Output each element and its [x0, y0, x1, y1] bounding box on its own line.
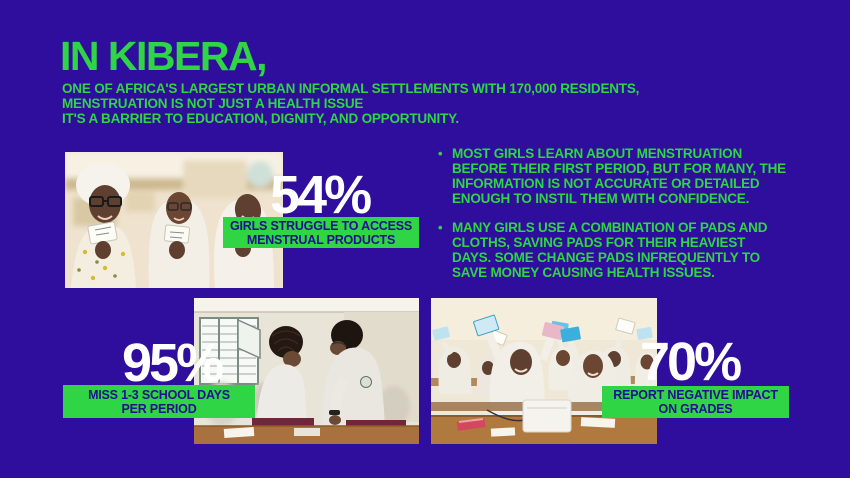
- stat-label-line: MENSTRUAL PRODUCTS: [246, 232, 396, 247]
- photo-girls-holding-cards-illustration: [65, 152, 283, 288]
- photo-classroom-booklets: [431, 298, 657, 444]
- stat-label-grades: REPORT NEGATIVE IMPACT ON GRADES: [602, 386, 789, 418]
- stat-value-access: 54%: [270, 165, 372, 225]
- stat-value-grades: 70%: [640, 332, 742, 392]
- page-title: IN KIBERA,: [60, 33, 267, 79]
- subtitle: ONE OF AFRICA'S LARGEST URBAN INFORMAL S…: [62, 81, 639, 126]
- stat-label-line: GIRLS STRUGGLE TO ACCESS: [229, 218, 413, 233]
- stat-label-missed-days: MISS 1-3 SCHOOL DAYS PER PERIOD: [63, 385, 255, 418]
- list-item: • MANY GIRLS USE A COMBINATION OF PADS A…: [438, 220, 826, 280]
- subtitle-line: IT'S A BARRIER TO EDUCATION, DIGNITY, AN…: [62, 111, 459, 126]
- bullet-text: MANY GIRLS USE A COMBINATION OF PADS AND…: [452, 220, 768, 280]
- bullet-text: MOST GIRLS LEARN ABOUT MENSTRUATION BEFO…: [452, 146, 786, 206]
- stat-label-line: MISS 1-3 SCHOOL DAYS: [88, 387, 230, 402]
- list-item: • MOST GIRLS LEARN ABOUT MENSTRUATION BE…: [438, 146, 826, 206]
- photo-girls-holding-cards: [65, 152, 283, 288]
- stat-label-line: PER PERIOD: [121, 401, 197, 416]
- stat-label-access: GIRLS STRUGGLE TO ACCESS MENSTRUAL PRODU…: [223, 217, 419, 248]
- bullet-list: • MOST GIRLS LEARN ABOUT MENSTRUATION BE…: [438, 146, 826, 294]
- photo-students-at-desk: [194, 298, 419, 444]
- bullet-dot: •: [438, 220, 443, 235]
- stat-label-line: REPORT NEGATIVE IMPACT: [613, 388, 778, 402]
- stat-label-line: ON GRADES: [658, 402, 733, 416]
- photo-classroom-booklets-illustration: [431, 298, 657, 444]
- photo-students-at-desk-illustration: [194, 298, 419, 444]
- subtitle-line: MENSTRUATION IS NOT JUST A HEALTH ISSUE: [62, 96, 364, 111]
- bullet-dot: •: [438, 146, 443, 161]
- subtitle-line: ONE OF AFRICA'S LARGEST URBAN INFORMAL S…: [62, 81, 640, 96]
- stat-value-missed-days: 95%: [122, 333, 224, 393]
